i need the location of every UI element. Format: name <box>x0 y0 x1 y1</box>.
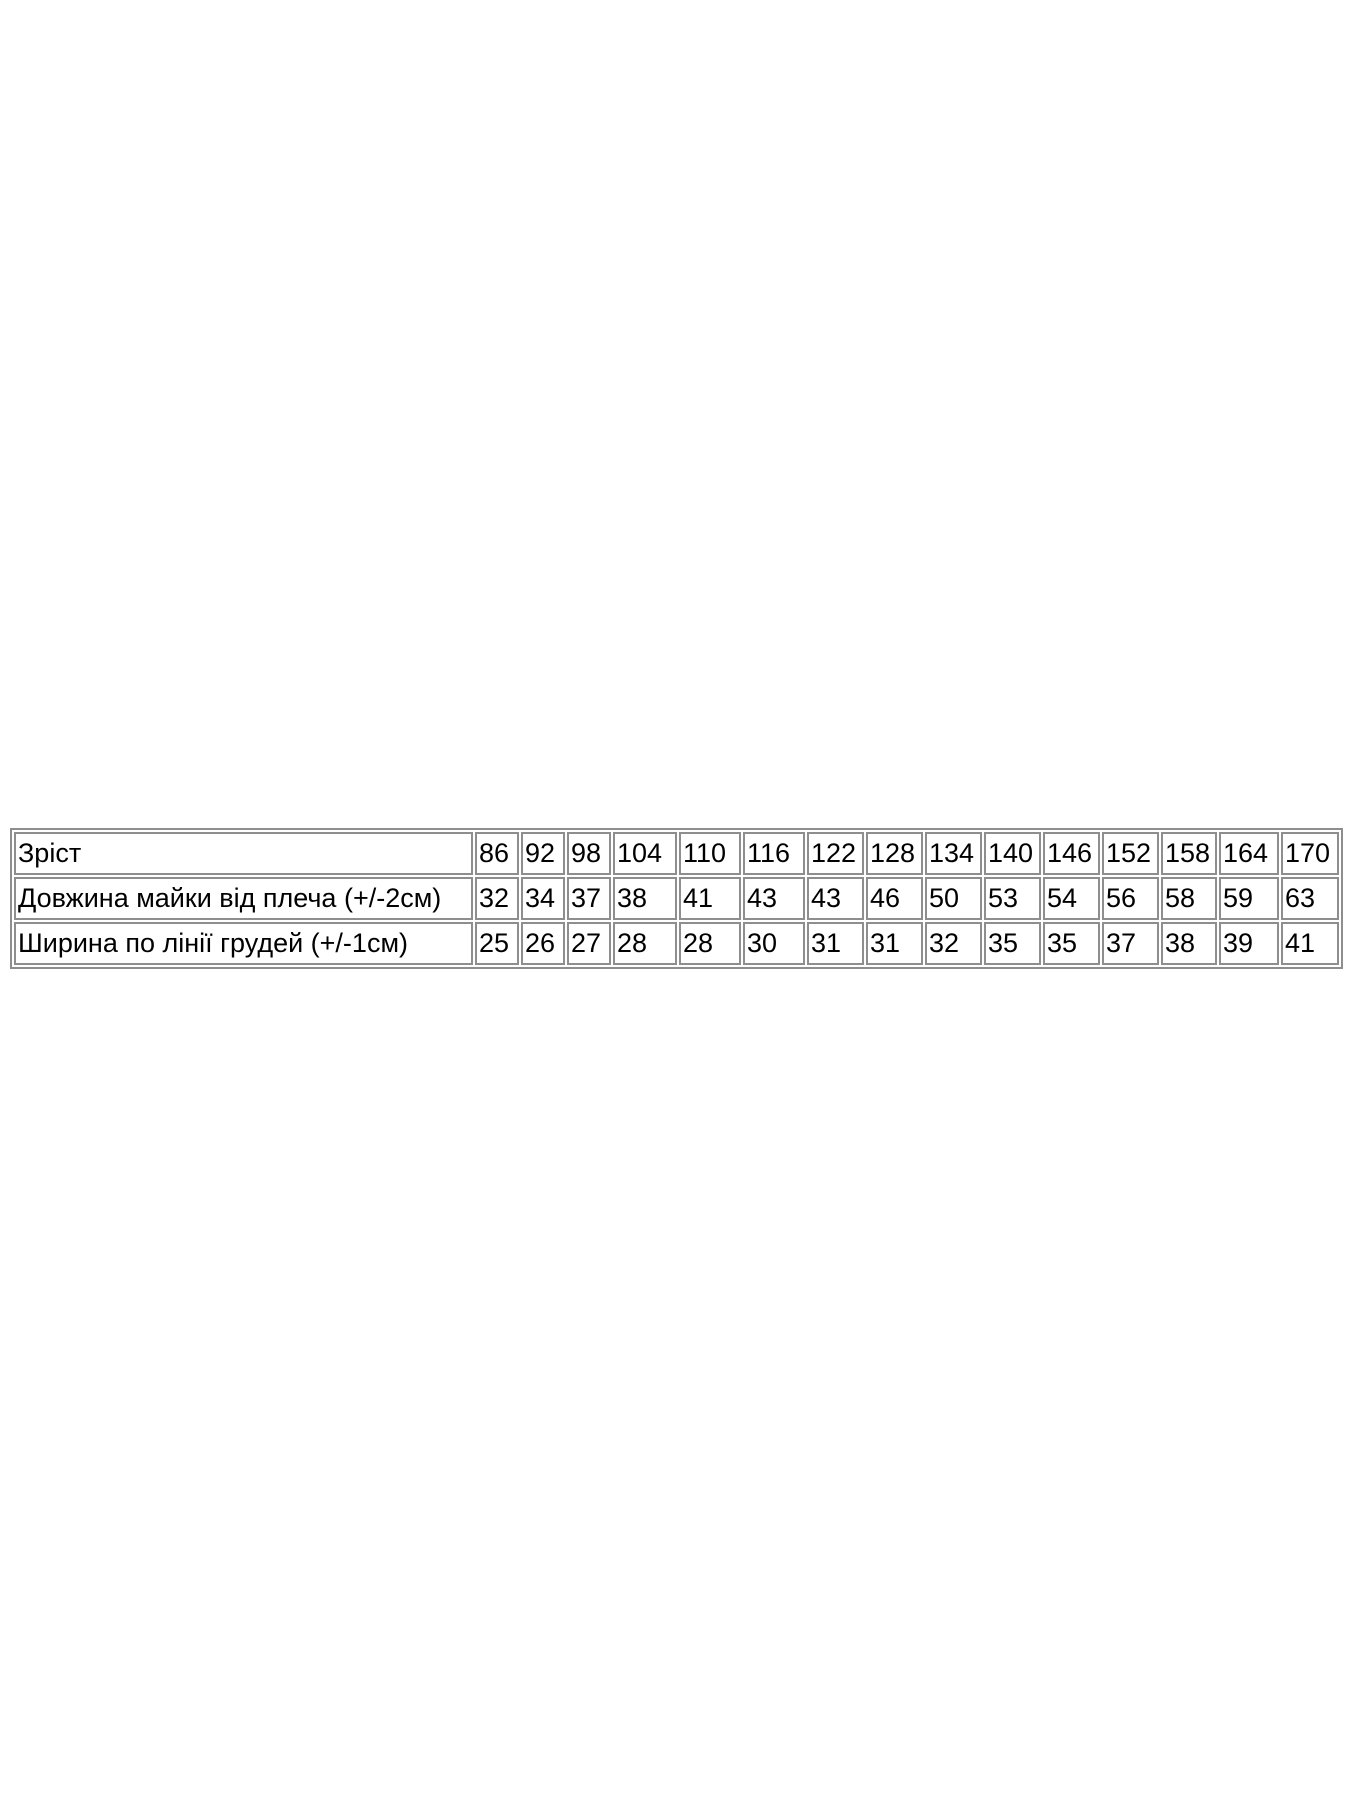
size-value-cell: 59 <box>1219 877 1279 920</box>
size-value-cell: 110 <box>679 832 741 875</box>
table-row: Ширина по лінії грудей (+/-1см) 25 26 27 28 2… <box>14 922 1339 965</box>
size-value-cell: 92 <box>521 832 565 875</box>
size-value-cell: 30 <box>743 922 805 965</box>
size-value-cell: 32 <box>925 922 982 965</box>
size-value-cell: 104 <box>613 832 677 875</box>
table-row: Довжина майки від плеча (+/-2см) 32 34 37 38… <box>14 877 1339 920</box>
size-value-cell: 39 <box>1219 922 1279 965</box>
size-value-cell: 38 <box>1161 922 1217 965</box>
size-value-cell: 164 <box>1219 832 1279 875</box>
size-value-cell: 41 <box>679 877 741 920</box>
size-value-cell: 38 <box>613 877 677 920</box>
size-value-cell: 27 <box>567 922 611 965</box>
size-value-cell: 37 <box>567 877 611 920</box>
size-value-cell: 116 <box>743 832 805 875</box>
size-value-cell: 46 <box>866 877 923 920</box>
size-value-cell: 158 <box>1161 832 1217 875</box>
size-value-cell: 28 <box>613 922 677 965</box>
size-value-cell: 152 <box>1102 832 1159 875</box>
size-chart-container: Зріст 86 92 98 104 110 116 122 128 134 140 146 152 15… <box>10 828 1343 969</box>
size-value-cell: 134 <box>925 832 982 875</box>
size-value-cell: 58 <box>1161 877 1217 920</box>
size-value-cell: 63 <box>1281 877 1339 920</box>
size-value-cell: 43 <box>743 877 805 920</box>
size-value-cell: 26 <box>521 922 565 965</box>
size-value-cell: 25 <box>475 922 519 965</box>
size-value-cell: 128 <box>866 832 923 875</box>
row-label-cell: Ширина по лінії грудей (+/-1см) <box>14 922 473 965</box>
size-value-cell: 140 <box>984 832 1041 875</box>
size-value-cell: 53 <box>984 877 1041 920</box>
size-value-cell: 31 <box>807 922 864 965</box>
table-row: Зріст 86 92 98 104 110 116 122 128 134 140 146 152 15… <box>14 832 1339 875</box>
size-value-cell: 50 <box>925 877 982 920</box>
size-value-cell: 170 <box>1281 832 1339 875</box>
size-value-cell: 86 <box>475 832 519 875</box>
size-value-cell: 32 <box>475 877 519 920</box>
size-value-cell: 56 <box>1102 877 1159 920</box>
row-label-cell: Довжина майки від плеча (+/-2см) <box>14 877 473 920</box>
size-value-cell: 43 <box>807 877 864 920</box>
size-value-cell: 37 <box>1102 922 1159 965</box>
size-value-cell: 28 <box>679 922 741 965</box>
row-label-cell: Зріст <box>14 832 473 875</box>
size-value-cell: 146 <box>1043 832 1100 875</box>
size-value-cell: 31 <box>866 922 923 965</box>
size-value-cell: 41 <box>1281 922 1339 965</box>
size-value-cell: 35 <box>984 922 1041 965</box>
size-value-cell: 54 <box>1043 877 1100 920</box>
size-value-cell: 35 <box>1043 922 1100 965</box>
size-value-cell: 98 <box>567 832 611 875</box>
size-chart-table: Зріст 86 92 98 104 110 116 122 128 134 140 146 152 15… <box>10 828 1343 969</box>
size-value-cell: 34 <box>521 877 565 920</box>
size-value-cell: 122 <box>807 832 864 875</box>
